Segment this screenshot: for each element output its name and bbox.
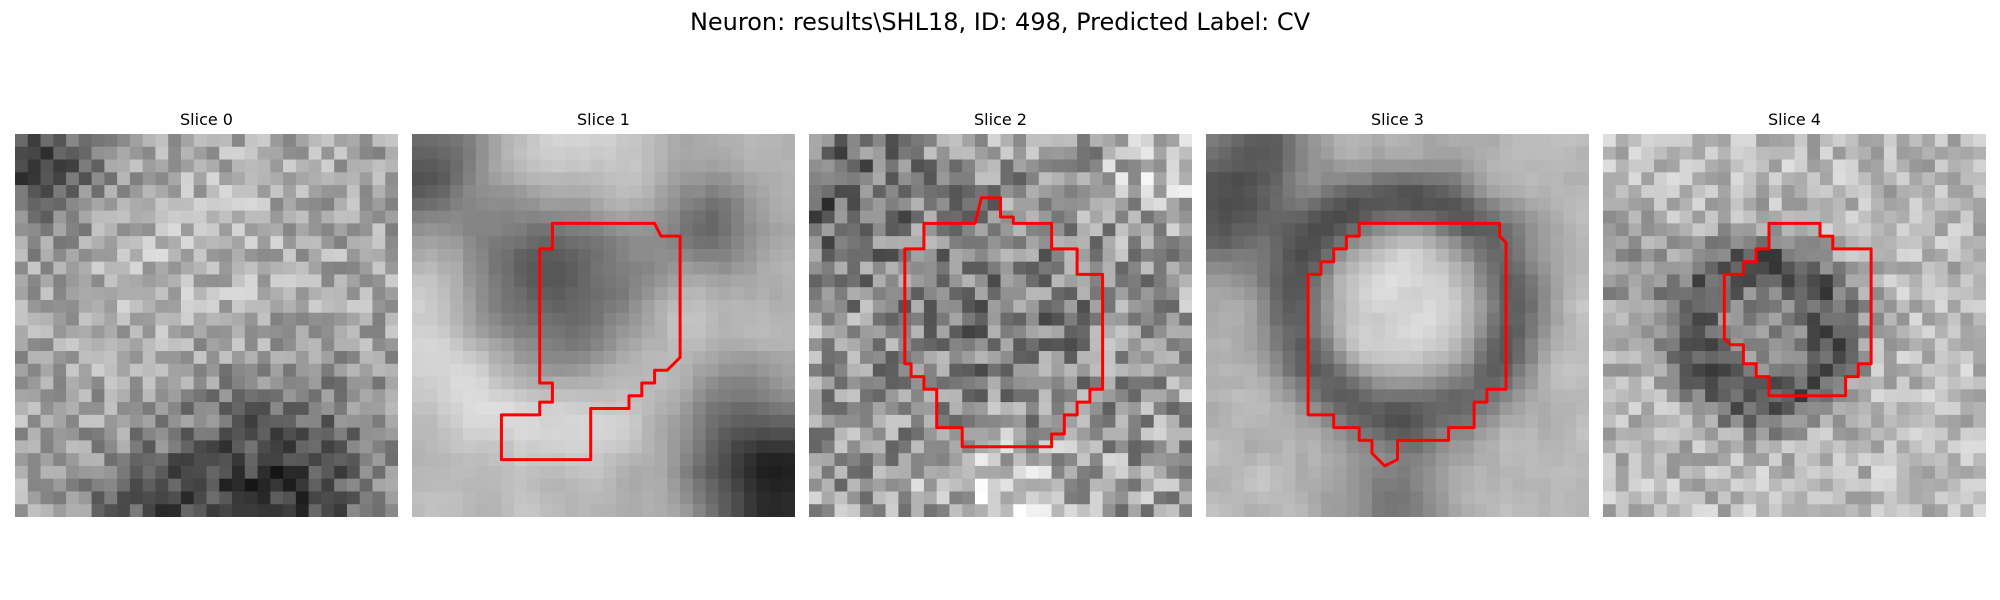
slice-title: Slice 4 [1768, 110, 1821, 129]
predicted-contour [1722, 221, 1873, 398]
slice-title: Slice 3 [1371, 110, 1424, 129]
slice-panel-4: Slice 4 [1603, 108, 1986, 518]
predicted-contour [499, 221, 682, 462]
slice-panel-0: Slice 0 [15, 108, 398, 518]
slice-pixels [809, 134, 1192, 517]
slice-image-0 [15, 134, 398, 517]
slice-image-4 [1603, 134, 1986, 517]
slice-panel-2: Slice 2 [809, 108, 1192, 518]
figure-title: Neuron: results\SHL18, ID: 498, Predicte… [689, 8, 1311, 36]
slice-title: Slice 0 [180, 110, 233, 129]
predicted-contour [1306, 221, 1508, 468]
slice-pixels [1206, 134, 1589, 517]
slice-image-1 [412, 134, 795, 517]
predicted-contour [903, 196, 1105, 449]
slice-panel-3: Slice 3 [1206, 108, 1589, 518]
slice-pixels [1603, 134, 1986, 517]
slice-panel-1: Slice 1 [412, 108, 795, 518]
slice-pixels [412, 134, 795, 517]
slice-image-2 [809, 134, 1192, 517]
slice-pixels [15, 134, 398, 517]
slice-title: Slice 2 [974, 110, 1027, 129]
slice-image-3 [1206, 134, 1589, 517]
slice-title: Slice 1 [577, 110, 630, 129]
